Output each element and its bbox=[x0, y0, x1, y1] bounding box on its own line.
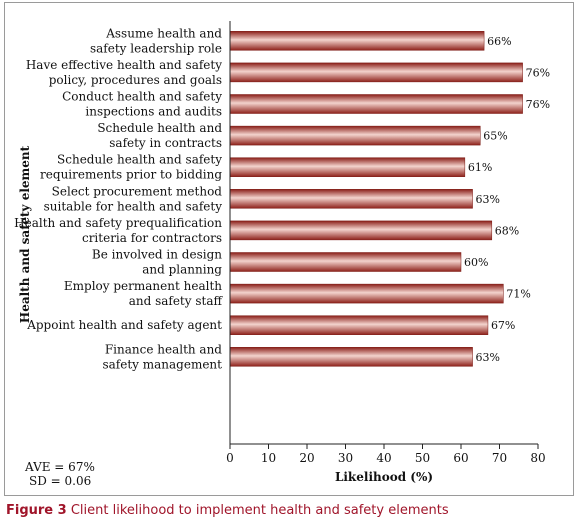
stats-annotation: AVE = 67% SD = 0.06 bbox=[24, 460, 95, 488]
x-tick-label: 30 bbox=[338, 451, 353, 465]
bar-value-label: 76% bbox=[526, 66, 550, 79]
category-label-line: and safety staff bbox=[129, 294, 224, 308]
bar bbox=[229, 252, 462, 272]
x-tick-label: 0 bbox=[226, 451, 234, 465]
category-label-line: Schedule health and safety bbox=[57, 153, 222, 167]
figure-caption: Figure 3 Client likelihood to implement … bbox=[6, 503, 449, 518]
category-label-line: and planning bbox=[142, 263, 222, 277]
bar bbox=[229, 31, 485, 51]
bar-value-label: 61% bbox=[468, 161, 492, 174]
bar bbox=[229, 62, 523, 83]
category-label: Conduct health and safety inspections and… bbox=[62, 90, 222, 119]
category-label-line: Be involved in design bbox=[92, 248, 222, 262]
bar-value-label: 63% bbox=[476, 193, 500, 206]
bar bbox=[229, 94, 523, 114]
bar bbox=[229, 220, 493, 241]
category-label-line: Have effective health and safety bbox=[26, 58, 222, 72]
bar-value-label: 76% bbox=[526, 98, 550, 111]
bar-value-label: 66% bbox=[487, 35, 511, 48]
x-tick-label: 20 bbox=[299, 451, 314, 465]
x-tick-label: 50 bbox=[415, 451, 430, 465]
bar bbox=[229, 283, 504, 304]
category-label: Health and safety prequalification criter… bbox=[14, 216, 222, 245]
x-axis-label: Likelihood (%) bbox=[335, 470, 433, 484]
stats-line: AVE = 67% bbox=[24, 460, 95, 474]
bar bbox=[229, 315, 489, 335]
category-label: Appoint health and safety agent bbox=[26, 318, 222, 332]
bar-value-label: 67% bbox=[491, 319, 515, 332]
category-label: Select procurement method suitable for he… bbox=[44, 184, 223, 213]
category-label: Schedule health and safety in contracts bbox=[97, 121, 222, 150]
category-label: Have effective health and safety policy, … bbox=[26, 58, 222, 87]
bar-value-label: 68% bbox=[495, 224, 519, 237]
category-label-line: criteria for contractors bbox=[82, 231, 222, 245]
category-label-line: Conduct health and safety bbox=[62, 90, 222, 104]
x-tick-label: 10 bbox=[261, 451, 276, 465]
category-label-line: policy, procedures and goals bbox=[49, 73, 222, 87]
category-label-line: requirements prior to bidding bbox=[40, 168, 222, 182]
x-tick-label: 60 bbox=[453, 451, 468, 465]
category-label-line: Employ permanent health bbox=[64, 279, 222, 293]
category-label: Finance health and safety management bbox=[102, 342, 222, 371]
category-label-line: inspections and audits bbox=[85, 105, 222, 119]
x-tick-label: 80 bbox=[530, 451, 545, 465]
bar-value-label: 60% bbox=[464, 256, 488, 269]
chart-frame: 66% Assume health and safety leadership ro… bbox=[4, 2, 574, 496]
category-label: Assume health and safety leadership role bbox=[90, 26, 222, 55]
bar bbox=[229, 189, 473, 209]
category-label-line: safety leadership role bbox=[90, 41, 222, 55]
bar-chart: 66% Assume health and safety leadership ro… bbox=[14, 21, 550, 488]
category-label-line: safety management bbox=[102, 357, 222, 371]
bar-value-label: 63% bbox=[476, 351, 500, 364]
bar bbox=[229, 347, 473, 367]
category-label-line: Appoint health and safety agent bbox=[26, 318, 222, 332]
bar bbox=[229, 157, 466, 177]
category-label: Be involved in design and planning bbox=[92, 248, 222, 277]
category-label-line: Schedule health and bbox=[97, 121, 222, 135]
category-label-line: safety in contracts bbox=[109, 136, 222, 150]
bar-value-label: 65% bbox=[483, 130, 507, 143]
bar bbox=[229, 125, 481, 146]
stats-line: SD = 0.06 bbox=[29, 474, 91, 488]
figure-caption-label: Figure 3 bbox=[6, 503, 67, 518]
category-label: Employ permanent health and safety staff bbox=[64, 279, 224, 308]
y-axis-label: Health and safety element bbox=[18, 145, 32, 323]
category-label-line: Select procurement method bbox=[52, 184, 223, 198]
category-label-line: suitable for health and safety bbox=[44, 199, 223, 213]
category-label-line: Assume health and bbox=[105, 26, 222, 40]
figure-caption-text: Client likelihood to implement health an… bbox=[70, 503, 449, 518]
category-label: Schedule health and safety requirements p… bbox=[40, 153, 222, 182]
category-label-line: Finance health and bbox=[105, 342, 222, 356]
bar-value-label: 71% bbox=[506, 288, 530, 301]
x-tick-label: 70 bbox=[492, 451, 507, 465]
x-tick-label: 40 bbox=[376, 451, 391, 465]
category-label-line: Health and safety prequalification bbox=[14, 216, 222, 230]
